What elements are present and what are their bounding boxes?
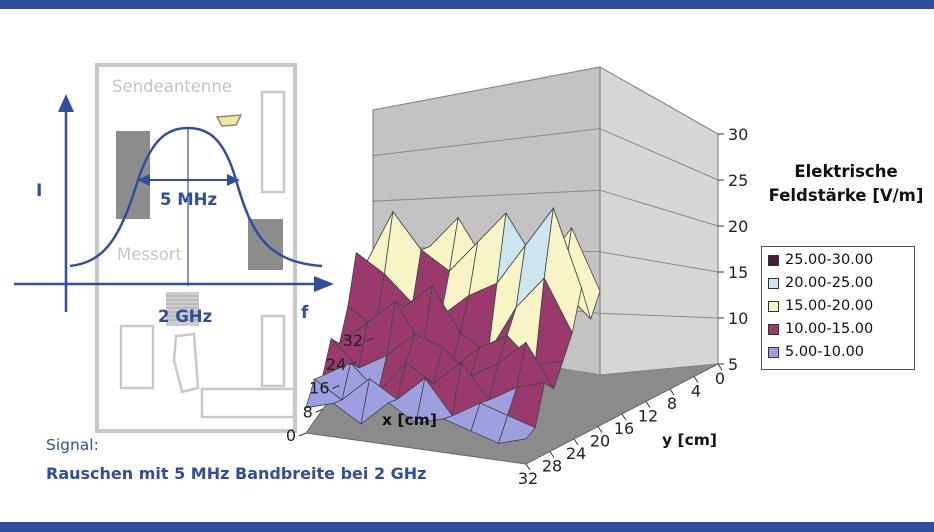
y-tick: [549, 451, 555, 458]
z-tick-label: 30: [728, 125, 748, 144]
z-gridline: [372, 128, 719, 181]
z-tick-label: 15: [728, 263, 748, 282]
legend-item: 15.00-20.00: [768, 296, 873, 316]
legend-swatch: [768, 323, 779, 335]
y-tick: [621, 413, 627, 421]
x-tick-label: 32: [343, 331, 363, 350]
y-tick-label: 16: [614, 419, 634, 438]
legend-item-label: 15.00-20.00: [785, 298, 874, 314]
legend-swatch: [768, 254, 779, 266]
floor-plan: [95, 63, 297, 433]
y-tick: [669, 388, 675, 396]
legend-swatch: [768, 277, 779, 289]
surface-patch: [497, 414, 536, 444]
y-tick-label: 32: [518, 469, 538, 488]
x-tick: [332, 385, 340, 389]
measurement-hatching: [166, 295, 199, 321]
x-tick-label: 24: [326, 355, 346, 374]
z-gridline: [372, 66, 719, 135]
location-label: Messort: [117, 245, 182, 264]
legend-item: 20.00-25.00: [768, 273, 873, 293]
legend-item-label: 10.00-15.00: [785, 321, 874, 337]
z-tick-label: 10: [728, 309, 748, 328]
z-tick-label: 5: [728, 355, 738, 374]
frequency-label: 2 GHz: [158, 307, 213, 326]
legend-item-label: 5.00-10.00: [785, 344, 865, 360]
spectrum-axes: [14, 94, 334, 312]
bandwidth-arrow: [137, 174, 240, 186]
legend-item: 5.00-10.00: [768, 342, 864, 362]
top-bar: [0, 0, 934, 9]
frequency-axis-label: f: [301, 303, 309, 323]
legend-swatch: [768, 300, 779, 312]
legend-swatch: [768, 346, 779, 358]
legend-item-label: 25.00-30.00: [785, 252, 874, 268]
x-tick-label: 8: [303, 402, 313, 421]
z-tick-label: 20: [728, 217, 748, 236]
z-tick-label: 25: [728, 171, 748, 190]
antenna-label: Sendeantenne: [112, 77, 232, 96]
y-tick-label: 4: [691, 382, 701, 401]
x-tick: [349, 361, 357, 366]
legend: 25.00-30.00 20.00-25.00 15.00-20.00 10.0…: [761, 246, 915, 370]
y-tick: [645, 401, 651, 408]
legend-title-line-1: Elektrische: [794, 162, 898, 181]
bottom-bar: [0, 522, 934, 532]
y-tick-label: 0: [715, 369, 725, 388]
x-tick: [365, 337, 374, 342]
x-tick: [315, 408, 323, 413]
legend-item: 10.00-15.00: [768, 319, 873, 339]
z-gridline: [372, 189, 719, 227]
room-block-left: [116, 131, 150, 219]
legend-title-line-2: Feldstärke [V/m]: [768, 186, 924, 205]
x-tick-label: 0: [286, 426, 296, 445]
bandwidth-label: 5 MHz: [160, 190, 218, 209]
signal-description: Rauschen mit 5 MHz Bandbreite bei 2 GHz: [46, 464, 427, 483]
intensity-axis-label: I: [36, 181, 43, 201]
x-tick: [298, 432, 307, 437]
y-tick-label: 12: [638, 407, 658, 426]
y-tick: [597, 426, 603, 433]
y-tick: [717, 363, 723, 371]
y-tick-label: 8: [667, 394, 677, 413]
x-axis-title: x [cm]: [382, 411, 437, 429]
y-tick-label: 20: [590, 432, 610, 451]
y-tick: [693, 376, 699, 383]
y-tick-label: 28: [542, 457, 562, 476]
signal-label: Signal:: [46, 436, 99, 454]
legend-item-label: 20.00-25.00: [785, 275, 874, 291]
y-tick: [573, 438, 579, 446]
legend-title: Elektrische Feldstärke [V/m]: [762, 160, 930, 208]
y-axis-title: y [cm]: [662, 431, 718, 449]
y-tick: [525, 463, 531, 471]
x-tick-label: 16: [309, 379, 329, 398]
legend-item: 25.00-30.00: [768, 250, 873, 270]
antenna-icon: [215, 114, 243, 127]
y-tick-label: 24: [566, 444, 586, 463]
